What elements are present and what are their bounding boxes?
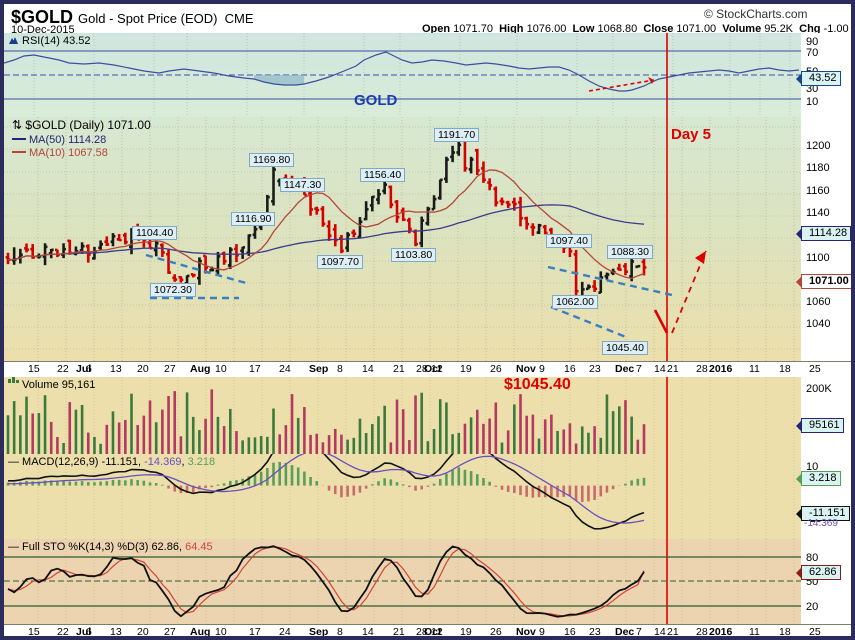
svg-text:MA(50) 1114.28: MA(50) 1114.28 [29, 134, 106, 146]
svg-text:10: 10 [806, 96, 818, 108]
svg-text:Volume 95,161: Volume 95,161 [22, 379, 95, 391]
svg-text:80: 80 [806, 552, 818, 564]
svg-text:200K: 200K [806, 383, 832, 395]
svg-text:RSI(14) 43.52: RSI(14) 43.52 [22, 35, 90, 47]
svg-text:1060: 1060 [806, 296, 830, 308]
svg-text:― Full STO %K(14,3) %D(3) 62.8: ― Full STO %K(14,3) %D(3) 62.86, 64.45 [8, 541, 213, 553]
svg-text:1100: 1100 [806, 252, 830, 264]
svg-text:1140: 1140 [806, 207, 830, 219]
svg-text:GOLD: GOLD [354, 92, 397, 109]
svg-text:20: 20 [806, 601, 818, 613]
svg-text:1200: 1200 [806, 140, 830, 152]
svg-text:Day 5: Day 5 [671, 126, 711, 143]
svg-text:― MACD(12,26,9) -11.151, -14.3: ― MACD(12,26,9) -11.151, -14.369, 3.218 [8, 456, 215, 468]
svg-text:70: 70 [806, 47, 818, 59]
svg-text:1040: 1040 [806, 318, 830, 330]
svg-text:⇅ $GOLD (Daily) 1071.00: ⇅ $GOLD (Daily) 1071.00 [12, 118, 151, 132]
svg-text:MA(10) 1067.58: MA(10) 1067.58 [29, 147, 108, 159]
svg-text:$1045.40: $1045.40 [504, 377, 571, 393]
svg-text:1160: 1160 [806, 185, 830, 197]
svg-text:1180: 1180 [806, 162, 830, 174]
